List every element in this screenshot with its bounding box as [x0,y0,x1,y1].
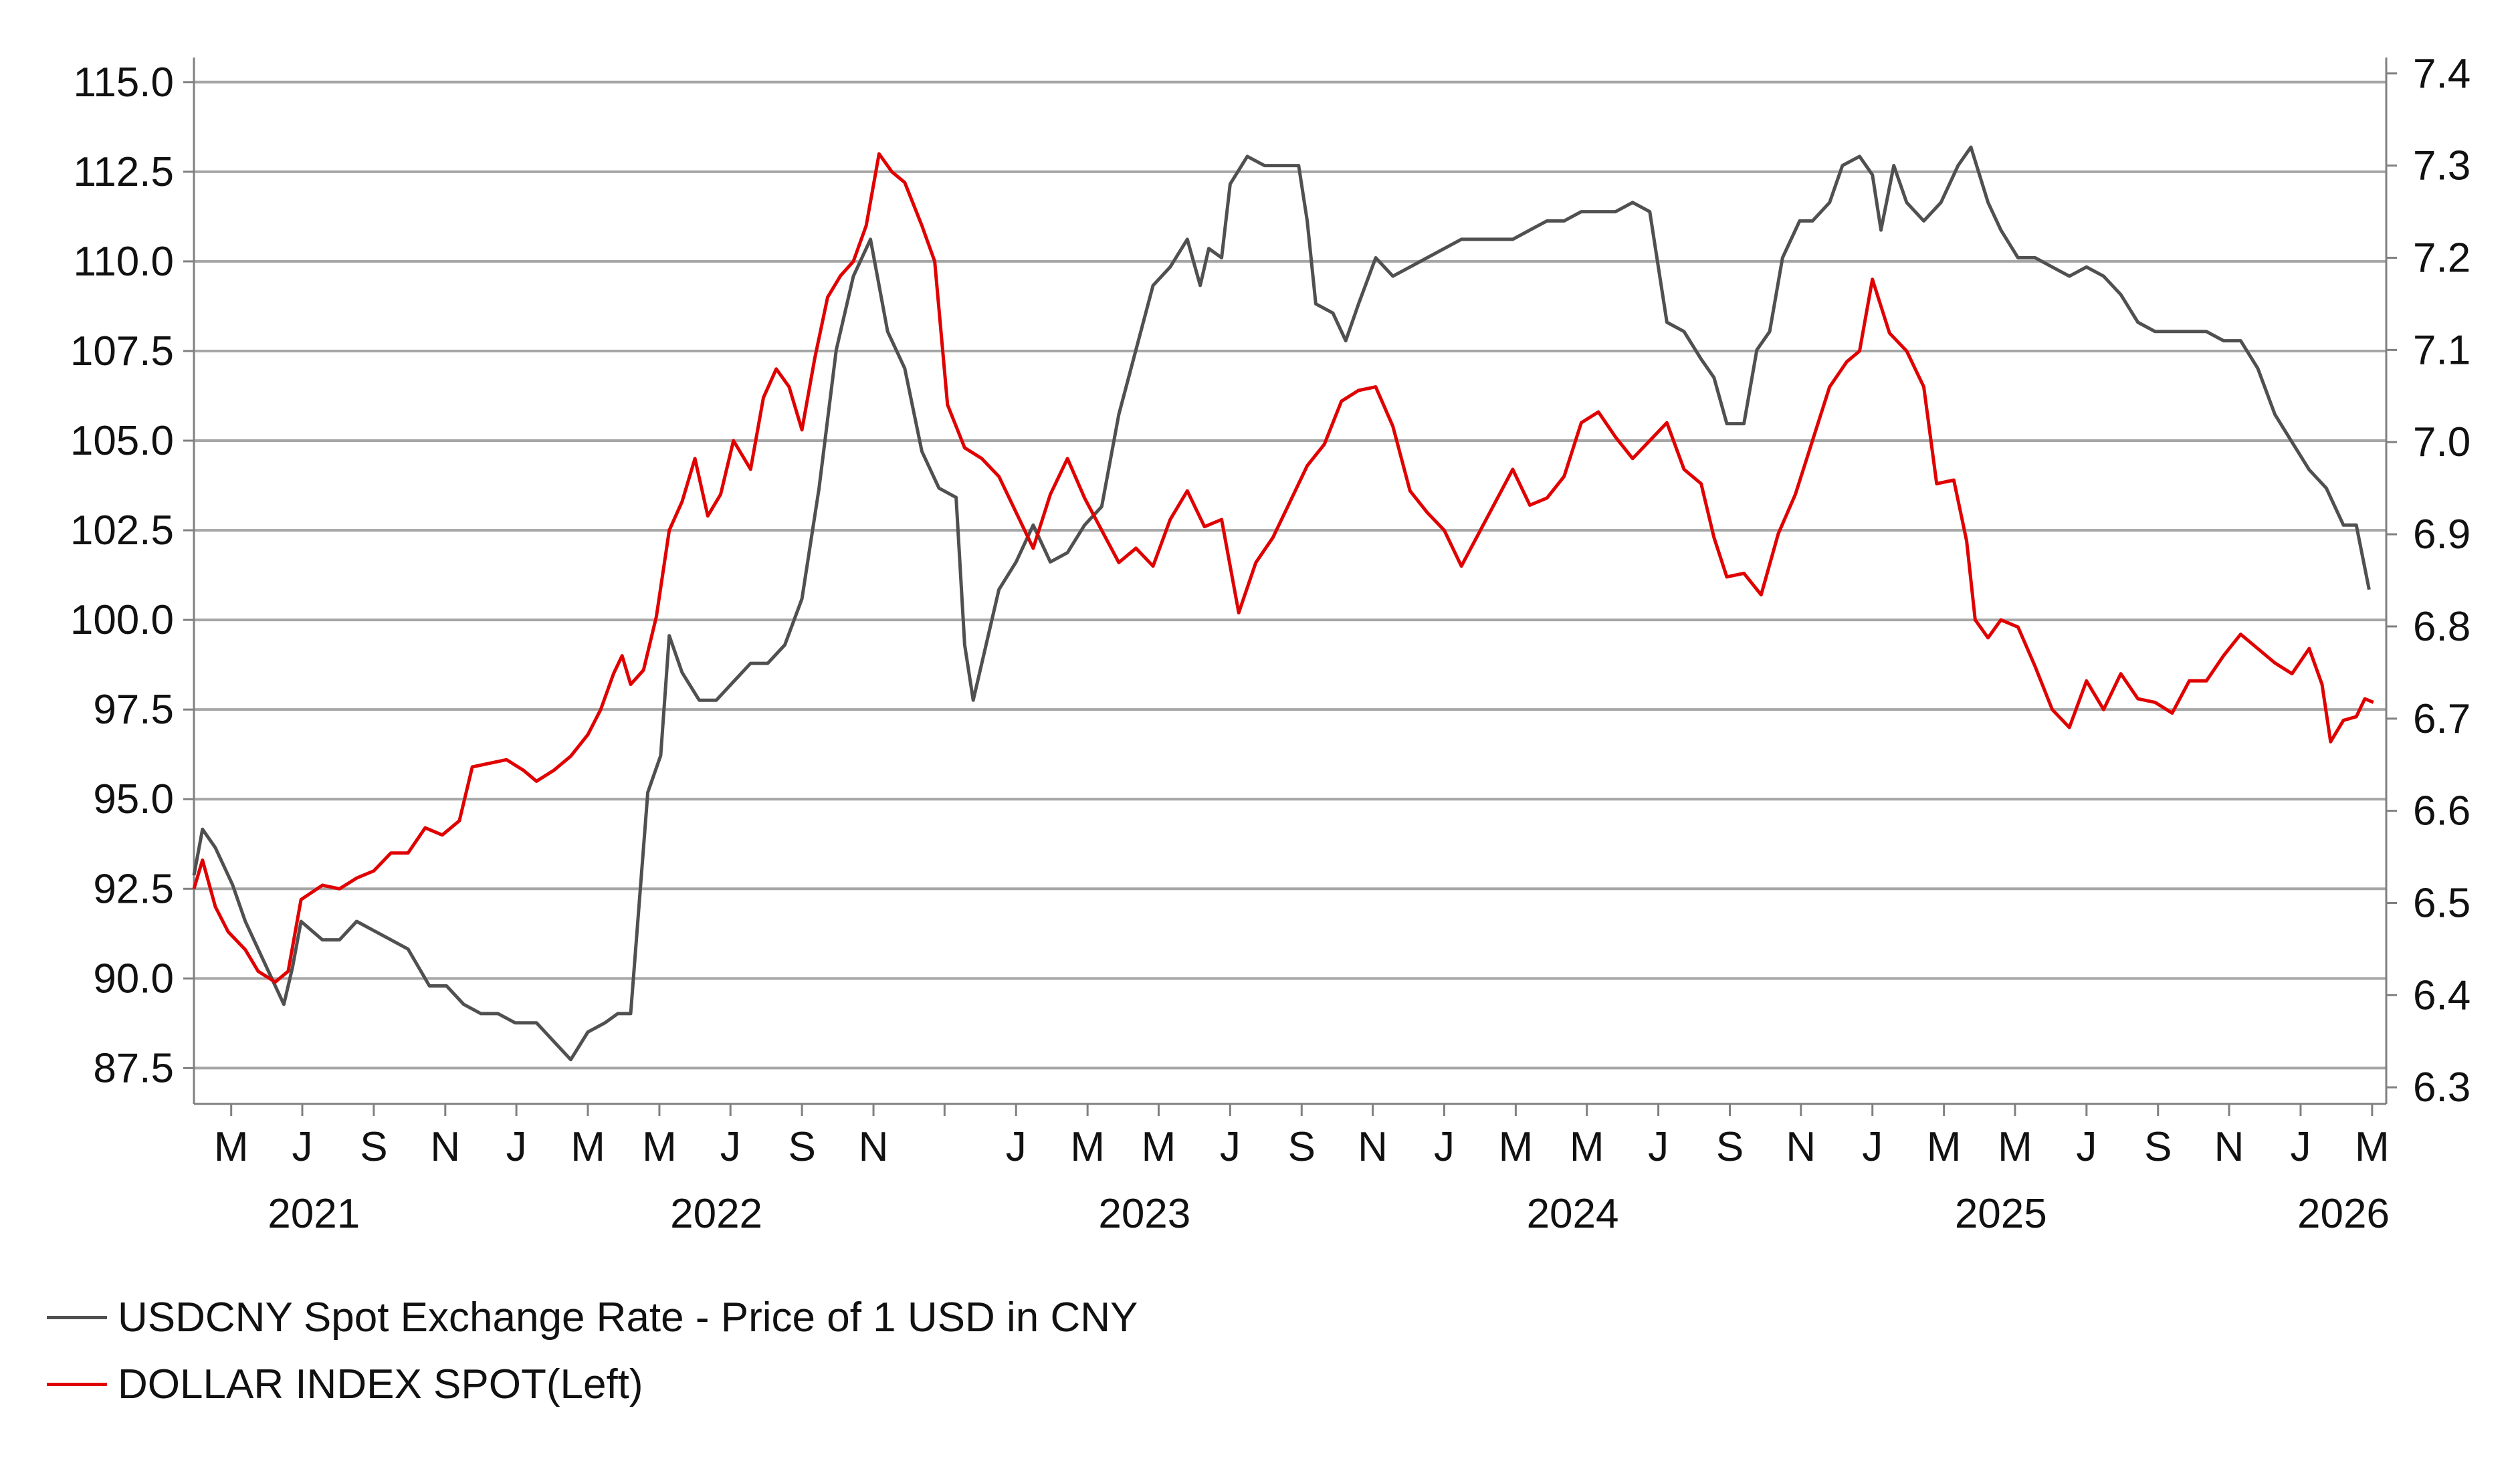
month-label: J [1434,1124,1455,1170]
left-axis-label: 112.5 [73,149,174,195]
year-label: 2023 [1098,1191,1190,1237]
month-label: S [2144,1124,2172,1170]
month-label: J [1006,1124,1027,1170]
year-label: 2022 [670,1191,762,1237]
month-label: J [506,1124,527,1170]
right-axis-label: 6.7 [2413,696,2471,742]
month-label: N [430,1124,460,1170]
month-label: S [788,1124,815,1170]
month-label: S [360,1124,387,1170]
legend-swatch-dxy [47,1382,107,1386]
right-axis-label: 6.3 [2413,1064,2471,1111]
left-axis-label: 97.5 [93,687,174,733]
month-label: M [570,1124,605,1170]
legend-item-usdcny: USDCNY Spot Exchange Rate - Price of 1 U… [47,1284,1138,1351]
axes [183,58,2397,1116]
right-axis-label: 7.1 [2413,327,2471,373]
legend: USDCNY Spot Exchange Rate - Price of 1 U… [47,1284,1138,1418]
month-label: M [1142,1124,1176,1170]
month-label: S [1288,1124,1316,1170]
month-label: S [1716,1124,1744,1170]
right-axis-label: 6.6 [2413,788,2471,834]
left-axis-label: 115.0 [73,60,174,106]
right-axis-label: 6.9 [2413,512,2471,558]
year-label: 2025 [1955,1191,2047,1237]
legend-label-dxy: DOLLAR INDEX SPOT(Left) [118,1361,643,1407]
month-label: J [2290,1124,2311,1170]
left-axis-label: 87.5 [93,1045,174,1091]
month-label: J [292,1124,312,1170]
left-axis-label: 92.5 [93,866,174,912]
left-axis-label: 110.0 [73,239,174,285]
month-label: J [1648,1124,1669,1170]
right-axis-label: 7.0 [2413,419,2471,465]
month-label: M [1998,1124,2032,1170]
right-axis-label: 6.5 [2413,880,2471,926]
year-label: 2026 [2297,1191,2390,1237]
tick-labels: 87.5 90.0 92.5 95.0 97.5 100.0 102.5 105.0 107.5… [70,51,2471,1237]
usdcny-series-line [192,145,2371,1062]
month-label: N [1358,1124,1388,1170]
month-label: N [1786,1124,1816,1170]
left-axis-label: 105.0 [70,418,174,464]
month-label: M [1570,1124,1604,1170]
dollar-index-series-line [192,152,2374,984]
month-label: M [1927,1124,1962,1170]
year-label: 2021 [268,1191,360,1237]
month-label: J [2076,1124,2097,1170]
left-axis-label: 107.5 [70,328,174,374]
right-axis-label: 6.4 [2413,972,2471,1018]
left-axis-label: 102.5 [70,507,174,554]
month-label: M [1070,1124,1105,1170]
month-label: J [1220,1124,1241,1170]
month-label: M [642,1124,677,1170]
legend-swatch-usdcny [47,1315,107,1319]
right-axis-label: 6.8 [2413,604,2471,650]
month-label: N [859,1124,889,1170]
gridlines [194,80,2386,1070]
left-axis-label: 95.0 [93,776,174,822]
series-lines [192,145,2374,1062]
month-label: J [720,1124,741,1170]
right-axis-label: 7.3 [2413,143,2471,189]
right-axis-label: 7.4 [2413,51,2471,97]
legend-item-dxy: DOLLAR INDEX SPOT(Left) [47,1351,1138,1418]
month-label: M [2355,1124,2390,1170]
month-label: N [2214,1124,2244,1170]
left-axis-label: 90.0 [93,955,174,1002]
month-label: M [1499,1124,1534,1170]
dual-axis-line-chart: 87.5 90.0 92.5 95.0 97.5 100.0 102.5 105.0 107.5… [70,51,2471,1237]
year-label: 2024 [1527,1191,1619,1237]
left-axis-label: 100.0 [70,597,174,643]
month-label: J [1862,1124,1883,1170]
month-label: M [214,1124,249,1170]
legend-label-usdcny: USDCNY Spot Exchange Rate - Price of 1 U… [118,1294,1138,1341]
right-axis-label: 7.2 [2413,235,2471,281]
